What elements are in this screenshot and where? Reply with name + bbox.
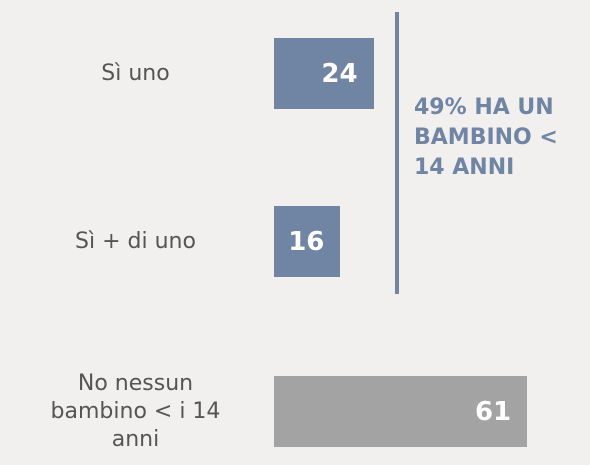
category-label: Sì uno — [101, 60, 170, 86]
value-label: 24 — [321, 58, 358, 89]
annotation: 49% HA UN BAMBINO < 14 ANNI — [414, 95, 558, 180]
bar — [274, 376, 528, 447]
annotation-line — [395, 12, 399, 294]
bar — [274, 38, 374, 109]
category-label: Sì + di uno — [75, 228, 196, 254]
bar — [274, 206, 341, 277]
category-label: No nessun bambino < i 14 anni — [50, 370, 221, 452]
value-label: 16 — [288, 226, 325, 257]
value-label: 61 — [474, 396, 512, 427]
